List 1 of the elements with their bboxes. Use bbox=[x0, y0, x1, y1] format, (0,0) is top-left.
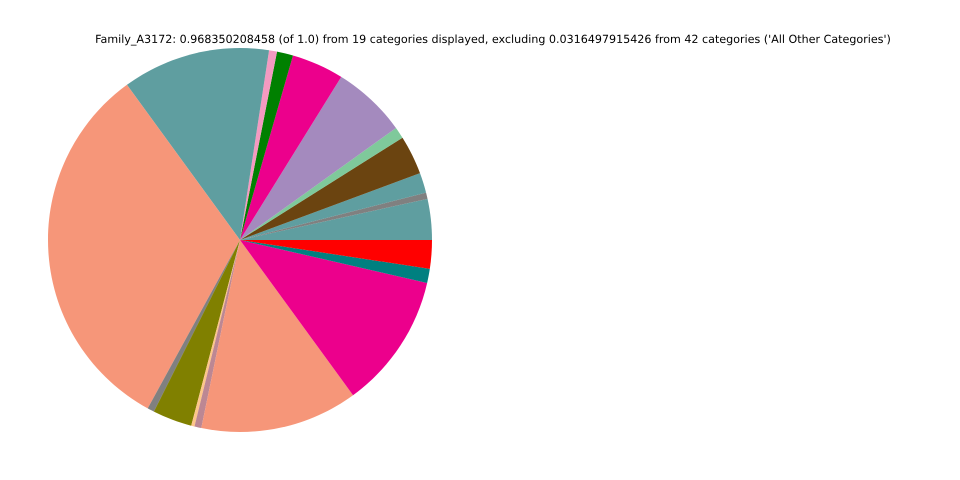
text: Family_A3172: 0.968350208458 (of 1.0) from 19 categories displayed, excluding 0.0316497915426 from 42 categories ('All Other Categories') bbox=[96, 34, 890, 46]
